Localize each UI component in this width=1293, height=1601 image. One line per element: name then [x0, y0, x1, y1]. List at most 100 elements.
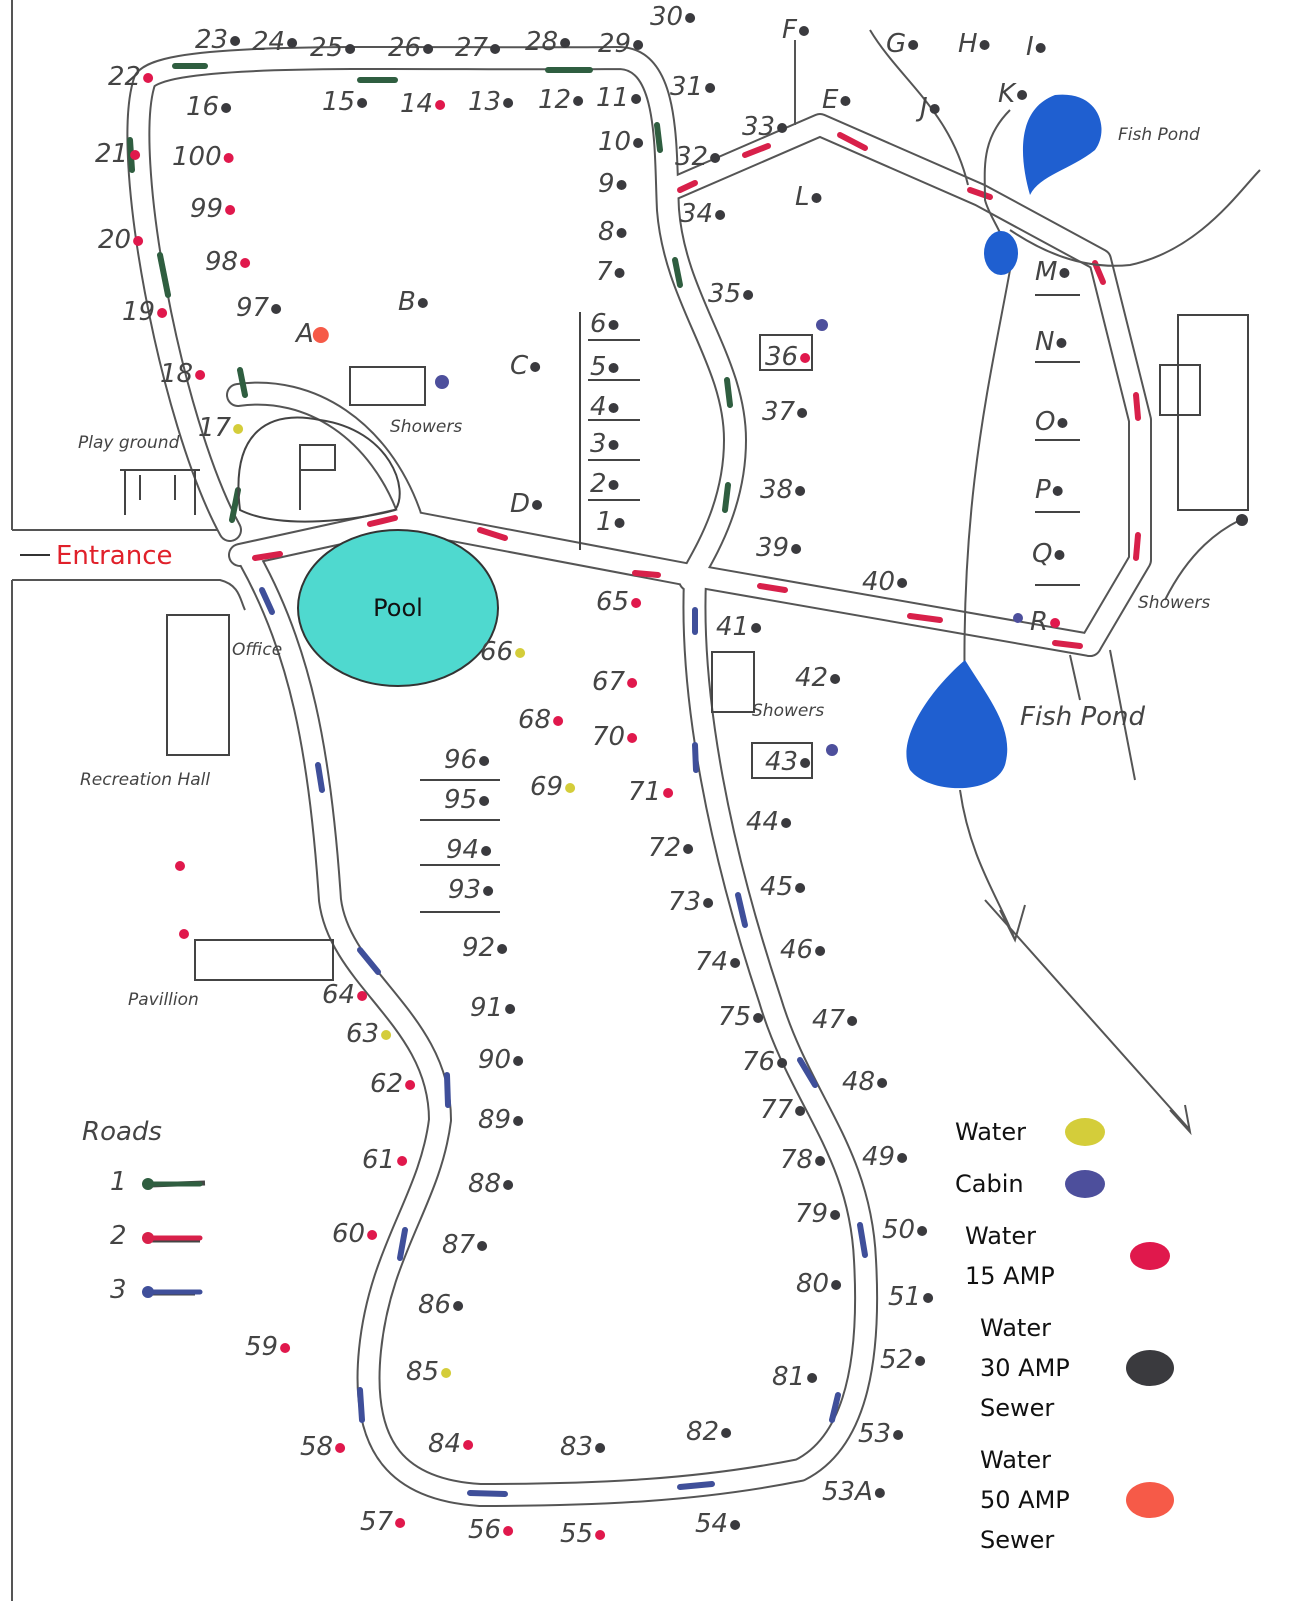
- site-label: 39: [756, 533, 789, 563]
- site-label: 99: [190, 194, 223, 224]
- site-dot: [405, 1080, 415, 1090]
- site-label: 42: [795, 663, 828, 693]
- pool-label: Pool: [373, 594, 423, 622]
- site-dot: [397, 1156, 407, 1166]
- site-label: 75: [718, 1002, 751, 1032]
- site-label: 45: [760, 872, 793, 902]
- office-label: Office: [232, 640, 282, 660]
- site-dot: [797, 408, 807, 418]
- site-dot: [505, 1004, 515, 1014]
- site-label: 62: [370, 1069, 403, 1099]
- site-dot: [503, 98, 513, 108]
- site-label: 46: [780, 935, 813, 965]
- site-dot: [795, 883, 805, 893]
- site-dot: [930, 104, 940, 114]
- pavillion-label: Pavillion: [128, 990, 199, 1010]
- legend-text: Cabin: [955, 1170, 1024, 1198]
- site-dot: [908, 40, 918, 50]
- site-dot: [609, 440, 619, 450]
- site-dot: [923, 1293, 933, 1303]
- site-label: 4: [590, 392, 607, 422]
- site-label: 49: [862, 1142, 895, 1172]
- site-label: F: [782, 15, 798, 45]
- site-dot: [515, 648, 525, 658]
- site-label: D: [510, 489, 530, 519]
- site-label: 60: [332, 1219, 365, 1249]
- site-label: 25: [310, 33, 343, 63]
- site-dot: [631, 598, 641, 608]
- site-label: H: [958, 29, 978, 59]
- site-label: 19: [122, 297, 155, 327]
- site-dot: [795, 1106, 805, 1116]
- site-label: 90: [478, 1045, 511, 1075]
- site-dot: [221, 103, 231, 113]
- site-dot: [1050, 618, 1060, 628]
- site-label: 65: [596, 587, 629, 617]
- site-label: 9: [598, 169, 615, 199]
- site-dot: [133, 236, 143, 246]
- site-dot: [847, 1016, 857, 1026]
- site-dot: [357, 991, 367, 1001]
- site-label: 72: [648, 833, 681, 863]
- site-dot: [831, 1280, 841, 1290]
- site-label: 63: [346, 1019, 379, 1049]
- legend-swatch: [1126, 1482, 1174, 1518]
- site-label: 86: [418, 1290, 451, 1320]
- site-label: 92: [462, 933, 495, 963]
- site-label: 96: [444, 745, 477, 775]
- site-label: O: [1035, 407, 1055, 437]
- site-dot: [225, 205, 235, 215]
- site-dot: [1236, 514, 1248, 526]
- site-label: 2: [590, 469, 607, 499]
- site-label: 10: [598, 127, 631, 157]
- site-label: G: [886, 29, 906, 59]
- site-label: 71: [628, 777, 661, 807]
- site-label: 66: [480, 637, 513, 667]
- site-label: N: [1035, 327, 1054, 357]
- site-label: 50: [882, 1215, 915, 1245]
- site-dot: [532, 500, 542, 510]
- legend-swatch: [1126, 1350, 1174, 1386]
- site-dot: [1036, 43, 1046, 53]
- site-label: 54: [695, 1509, 728, 1539]
- site-label: 68: [518, 705, 551, 735]
- site-label: 58: [300, 1432, 333, 1462]
- site-dot: [877, 1078, 887, 1088]
- site-dot: [530, 362, 540, 372]
- site-label: 18: [160, 359, 193, 389]
- site-label: 69: [530, 772, 563, 802]
- legend-text: Water: [965, 1222, 1036, 1250]
- site-dot: [423, 44, 433, 54]
- site-label: A: [294, 319, 314, 349]
- site-label: 76: [742, 1047, 775, 1077]
- site-label: 40: [862, 567, 895, 597]
- site-label: 8: [598, 217, 615, 247]
- site-label: 52: [880, 1345, 913, 1375]
- site-dot: [815, 1156, 825, 1166]
- site-dot: [777, 1058, 787, 1068]
- legend-swatch: [1130, 1242, 1170, 1270]
- site-dot: [830, 674, 840, 684]
- roads-label: 3: [110, 1275, 127, 1305]
- site-dot: [313, 327, 329, 343]
- site-label: 100: [172, 142, 222, 172]
- site-label: 7: [596, 257, 613, 287]
- site-dot: [751, 623, 761, 633]
- site-label: 27: [455, 33, 489, 63]
- site-label: 44: [746, 807, 779, 837]
- site-dot: [627, 678, 637, 688]
- site-dot: [553, 716, 563, 726]
- fish-pond-label: Fish Pond: [1020, 702, 1146, 732]
- site-label: 88: [468, 1169, 501, 1199]
- site-label: 43: [765, 747, 798, 777]
- site-dot: [195, 370, 205, 380]
- site-dot: [395, 1518, 405, 1528]
- fish-pond-label: Fish Pond: [1118, 125, 1200, 145]
- site-dot: [479, 796, 489, 806]
- roads-title: Roads: [82, 1117, 162, 1147]
- site-dot: [743, 290, 753, 300]
- roads-label: 2: [110, 1221, 127, 1251]
- site-label: 85: [406, 1357, 439, 1387]
- legend-text: Sewer: [980, 1526, 1054, 1554]
- site-label: 74: [695, 947, 728, 977]
